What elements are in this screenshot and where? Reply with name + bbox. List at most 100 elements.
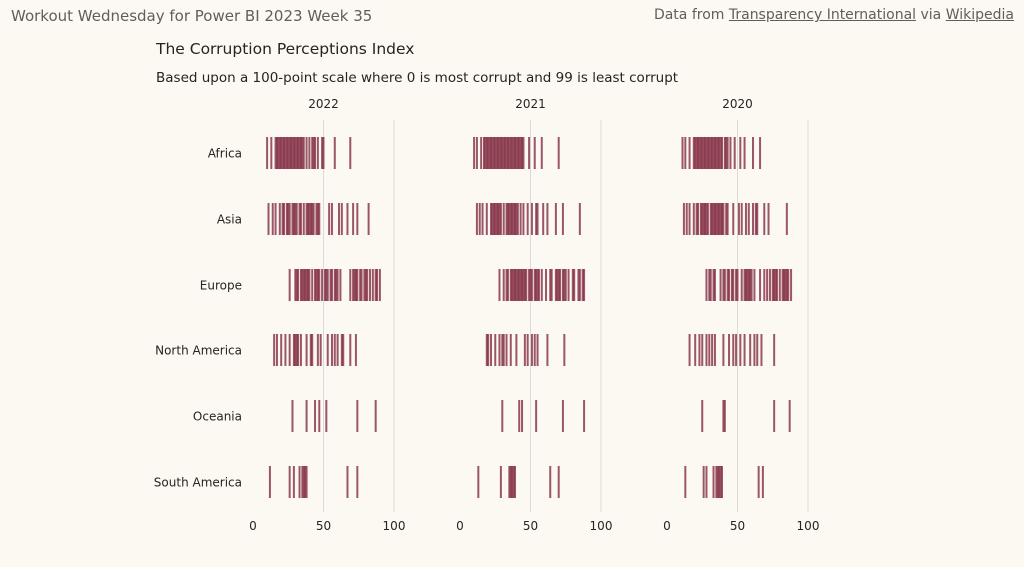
strip-mark [294,334,297,366]
strip-mark [726,137,729,169]
strip-mark [785,203,788,235]
strip-mark [705,137,708,169]
strip-mark [314,269,317,301]
strip-mark [321,269,324,301]
strip-mark [720,466,723,498]
strip-mark [525,269,528,301]
panel-year-label: 2021 [515,97,546,111]
strip-mark [546,334,549,366]
strip-mark [298,466,301,498]
strip-mark [511,203,514,235]
strip-mark [578,269,581,301]
strip-mark [288,466,291,498]
strip-mark [697,137,700,169]
strip-mark [283,203,286,235]
strip-mark [311,334,314,366]
strip-mark [550,269,553,301]
strip-mark [321,137,324,169]
strip-mark [512,466,515,498]
visual-subtitle: Based upon a 100-point scale where 0 is … [156,70,679,86]
strip-mark [497,137,500,169]
strip-mark [542,203,545,235]
strip-mark [743,137,746,169]
strip-mark [535,400,538,432]
strip-mark [712,269,715,301]
strip-mark [526,203,529,235]
strip-mark [280,334,283,366]
strip-mark [713,137,716,169]
strip-mark [773,269,776,301]
strip-mark [516,203,519,235]
strip-mark [292,466,295,498]
strip-mark [306,269,309,301]
strip-mark [526,334,529,366]
strip-mark [692,203,695,235]
strip-mark [706,137,709,169]
strip-mark [533,269,536,301]
strip-mark [536,334,539,366]
strip-mark [708,269,711,301]
strip-mark [352,269,355,301]
strip-mark [473,137,476,169]
strip-mark [716,137,719,169]
transparency-international-link[interactable]: Transparency International [728,7,917,23]
strip-mark [485,137,488,169]
strip-mark [767,203,770,235]
strip-mark [715,466,718,498]
strip-mark [515,203,518,235]
strip-mark [363,269,366,301]
strip-mark [275,334,278,366]
strip-mark [557,137,560,169]
strip-mark [481,203,484,235]
strip-mark [494,137,497,169]
strip-mark [316,203,319,235]
strip-mark [753,269,756,301]
strip-mark [349,334,352,366]
wikipedia-link[interactable]: Wikipedia [945,7,1014,23]
strip-mark [311,203,314,235]
strip-mark [684,466,687,498]
strip-mark [712,466,715,498]
strip-mark [577,269,580,301]
panel-year-label: 2020 [722,97,753,111]
strip-mark [490,334,493,366]
strip-mark [356,203,359,235]
strip-mark [482,137,485,169]
strip-mark [302,203,305,235]
strip-mark [712,203,715,235]
strip-mark [759,137,762,169]
strip-mark [339,269,342,301]
strip-mark [746,269,749,301]
strip-mark [281,203,284,235]
strip-mark [722,203,725,235]
strip-mark [771,269,774,301]
strip-mark [304,466,307,498]
strip-mark [519,269,522,301]
strip-mark [326,269,329,301]
strip-mark [280,137,283,169]
strip-mark [529,269,532,301]
strip-mark [512,203,515,235]
strip-mark [535,269,538,301]
strip-mark [305,203,308,235]
x-tick-label: 50 [523,519,538,533]
strip-mark [750,269,753,301]
strip-mark [709,203,712,235]
strip-mark [709,137,712,169]
strip-mark [701,203,704,235]
strip-mark [336,334,339,366]
strip-mark [284,334,287,366]
strip-mark [336,269,339,301]
strip-mark [716,203,719,235]
category-label: Europe [200,279,242,293]
strip-mark [546,203,549,235]
strip-mark [744,269,747,301]
strip-mark [352,203,355,235]
strip-mark [273,334,276,366]
strip-mark [697,203,700,235]
strip-mark [299,203,302,235]
strip-mark [519,137,522,169]
strip-mark [288,334,291,366]
visual-title: The Corruption Perceptions Index [156,40,415,58]
strip-mark [301,137,304,169]
